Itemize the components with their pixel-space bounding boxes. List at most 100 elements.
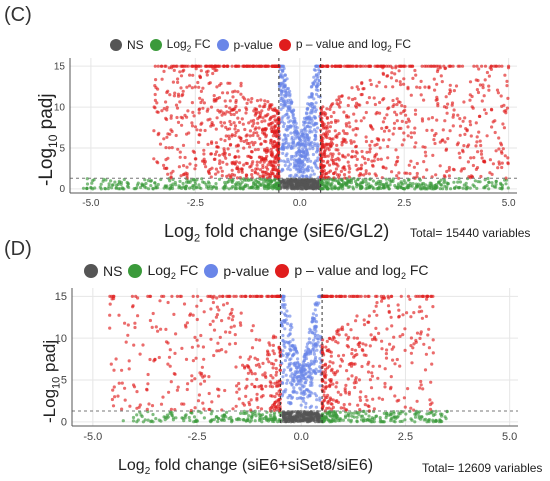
data-point: [462, 144, 466, 148]
data-point: [392, 335, 396, 339]
data-point: [415, 399, 419, 403]
data-point: [239, 323, 243, 327]
data-point: [291, 390, 295, 394]
data-point: [223, 388, 227, 393]
data-point: [264, 133, 268, 137]
data-point: [230, 64, 234, 68]
data-point: [461, 186, 465, 190]
data-point: [367, 172, 371, 176]
data-point: [472, 156, 476, 160]
data-point: [175, 64, 179, 68]
data-point: [299, 182, 303, 186]
data-point: [338, 64, 342, 68]
data-point: [323, 374, 327, 378]
x-tick-label: 2.5: [398, 431, 413, 443]
data-point: [475, 166, 480, 170]
data-point: [386, 294, 390, 298]
data-point: [255, 160, 259, 164]
data-point: [477, 114, 482, 118]
data-point: [146, 294, 150, 298]
data-point: [249, 408, 253, 412]
data-point: [229, 112, 233, 117]
y-tick-label: 15: [54, 62, 66, 73]
data-point: [285, 93, 289, 97]
data-point: [304, 129, 308, 133]
data-point: [270, 107, 274, 111]
data-point: [417, 414, 421, 418]
data-point: [314, 108, 318, 112]
data-point: [320, 168, 324, 172]
data-point: [193, 125, 198, 129]
data-point: [119, 180, 123, 184]
data-point: [209, 412, 213, 416]
data-point: [366, 320, 370, 324]
data-point: [219, 166, 223, 170]
data-point: [476, 180, 480, 184]
data-point: [295, 153, 299, 157]
data-point: [169, 171, 173, 175]
data-point: [275, 370, 279, 374]
data-point: [500, 183, 505, 187]
data-point: [250, 185, 254, 189]
data-point: [176, 80, 180, 84]
data-point: [485, 70, 489, 75]
data-point: [245, 64, 250, 68]
data-point: [151, 412, 155, 417]
legend-label-log2fc: Log2 FC: [147, 262, 199, 281]
data-point: [384, 182, 388, 186]
data-point: [459, 169, 463, 173]
data-point: [395, 174, 399, 178]
data-point: [197, 186, 202, 190]
data-point: [131, 419, 136, 423]
data-point: [151, 311, 155, 316]
data-point: [279, 98, 283, 103]
data-point: [295, 391, 299, 395]
data-point: [378, 100, 382, 105]
data-point: [281, 392, 285, 396]
data-point: [153, 92, 157, 97]
data-point: [271, 376, 275, 380]
data-point: [144, 186, 148, 190]
data-point: [266, 172, 270, 176]
data-point: [162, 166, 167, 170]
data-point: [370, 417, 375, 421]
data-point: [392, 103, 396, 107]
legend-label-both: p – value and log2 FC: [295, 37, 412, 54]
data-point: [231, 407, 235, 411]
data-point: [343, 131, 347, 135]
data-point: [290, 378, 295, 383]
data-point: [399, 111, 403, 115]
data-point: [382, 411, 386, 415]
data-point: [253, 419, 257, 423]
data-point: [429, 294, 433, 298]
data-point: [278, 88, 282, 92]
data-point: [418, 386, 422, 390]
data-point: [290, 383, 294, 387]
data-point: [308, 394, 312, 398]
data-point: [223, 183, 228, 187]
data-point: [297, 366, 301, 370]
data-point: [197, 133, 201, 137]
data-point: [161, 395, 165, 399]
data-point: [242, 64, 246, 68]
data-point: [278, 84, 282, 88]
data-point: [285, 381, 289, 385]
data-point: [195, 338, 199, 342]
data-point: [235, 165, 239, 169]
data-point: [303, 155, 307, 159]
data-point: [433, 88, 437, 92]
data-point: [224, 104, 228, 108]
data-point: [201, 401, 205, 405]
data-point: [190, 345, 194, 349]
data-point: [334, 120, 338, 124]
data-point: [313, 333, 317, 337]
data-point: [354, 105, 359, 109]
data-point: [124, 340, 128, 344]
data-point: [291, 345, 295, 349]
data-point: [490, 181, 494, 185]
data-point: [376, 137, 381, 141]
data-point: [287, 115, 291, 119]
data-point: [343, 176, 347, 180]
data-point: [372, 407, 376, 411]
data-point: [209, 420, 213, 424]
